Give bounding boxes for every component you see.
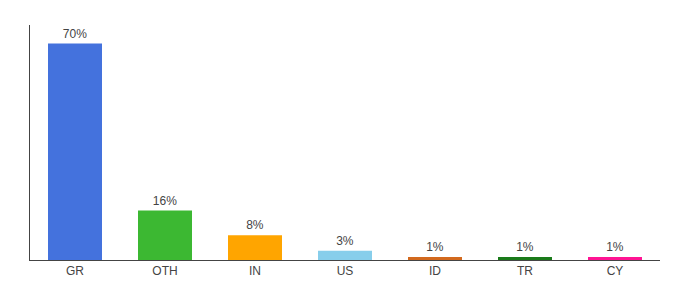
svg-text:US: US xyxy=(337,264,354,278)
svg-text:GR: GR xyxy=(66,264,84,278)
svg-text:16%: 16% xyxy=(153,194,177,208)
svg-text:IN: IN xyxy=(249,264,261,278)
svg-text:1%: 1% xyxy=(426,240,444,254)
svg-text:CY: CY xyxy=(607,264,624,278)
svg-text:ID: ID xyxy=(429,264,441,278)
svg-text:3%: 3% xyxy=(336,234,354,248)
svg-text:8%: 8% xyxy=(246,218,264,232)
svg-text:1%: 1% xyxy=(516,240,534,254)
svg-text:TR: TR xyxy=(517,264,533,278)
svg-text:70%: 70% xyxy=(63,27,87,41)
svg-text:1%: 1% xyxy=(606,240,624,254)
svg-text:OTH: OTH xyxy=(152,264,177,278)
